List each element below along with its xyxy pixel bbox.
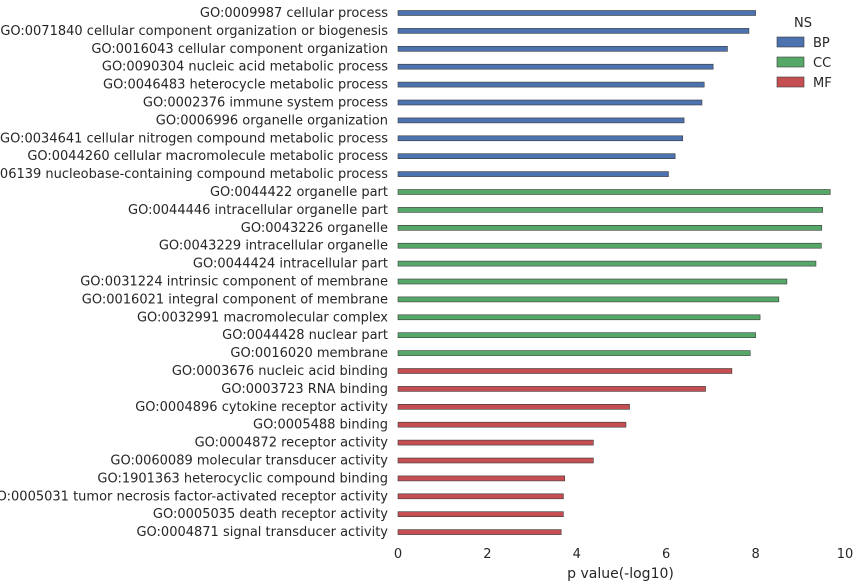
bar-cc: [397, 296, 780, 303]
y-tick-label: GO:0004872 receptor activity: [195, 436, 389, 451]
y-tick-label: GO:0060089 molecular transducer activity: [110, 454, 388, 469]
bar-mf: [397, 439, 594, 446]
bar-mf: [397, 403, 630, 410]
y-tick-label: GO:0003723 RNA binding: [221, 382, 388, 397]
x-tick-label: 2: [483, 547, 491, 562]
y-tick-label: GO:0003676 nucleic acid binding: [172, 364, 388, 379]
bar-mf: [397, 368, 733, 374]
y-tick-label: GO:0034641 cellular nitrogen compound me…: [0, 131, 388, 146]
bar-cc: [397, 332, 756, 339]
bar-bp: [397, 99, 703, 106]
legend-swatch-cc: [776, 56, 805, 68]
bar-bp: [397, 45, 728, 52]
y-tick-label: GO:0016020 membrane: [230, 346, 388, 361]
x-axis-title: p value(-log10): [567, 566, 674, 582]
bar-mf: [397, 421, 627, 428]
x-tick-label: 0: [394, 547, 402, 562]
y-tick-label: GO:0006139 nucleobase-containing compoun…: [0, 167, 388, 182]
legend-swatch-bp: [776, 36, 805, 48]
legend-label-bp: BP: [813, 36, 830, 51]
bars: [397, 10, 831, 535]
bar-mf: [397, 511, 564, 518]
bar-bp: [397, 153, 676, 159]
bar-bp: [397, 10, 756, 16]
y-tick-label: GO:0009987 cellular process: [200, 6, 388, 21]
y-tick-label: GO:0071840 cellular component organizati…: [0, 24, 388, 39]
bar-cc: [397, 278, 788, 285]
bar-mf: [397, 529, 562, 535]
bar-cc: [397, 189, 831, 195]
y-tick-label: GO:0044260 cellular macromolecule metabo…: [27, 149, 388, 164]
y-tick-label: GO:0046483 heterocycle metabolic process: [103, 78, 388, 93]
y-tick-label: GO:0006996 organelle organization: [156, 113, 388, 128]
bar-bp: [397, 171, 669, 177]
y-tick-label: GO:0016043 cellular component organizati…: [91, 42, 388, 57]
legend-label-cc: CC: [813, 56, 831, 71]
bar-mf: [397, 386, 706, 392]
bar-mf: [397, 457, 594, 464]
bar-cc: [397, 260, 817, 267]
bar-bp: [397, 117, 685, 124]
y-tick-label: GO:0004896 cytokine receptor activity: [135, 400, 388, 415]
legend-swatch-mf: [776, 76, 805, 88]
x-tick-label: 10: [837, 547, 854, 562]
y-tick-label: GO:1901363 heterocyclic compound binding: [97, 471, 388, 486]
bar-bp: [397, 28, 750, 34]
x-axis-ticks: 0 2 4 6 8 10: [394, 547, 853, 562]
bar-cc: [397, 314, 761, 321]
bar-bp: [397, 81, 705, 88]
y-tick-label: GO:0005031 tumor necrosis factor-activat…: [0, 489, 388, 504]
bar-cc: [397, 242, 822, 249]
y-tick-label: GO:0044446 intracellular organelle part: [128, 203, 388, 218]
y-tick-label: GO:0043229 intracellular organelle: [159, 239, 388, 254]
y-tick-label: GO:0004871 signal transducer activity: [136, 525, 388, 540]
bar-bp: [397, 135, 684, 142]
x-tick-label: 4: [573, 547, 581, 562]
legend-label-mf: MF: [813, 76, 832, 91]
y-tick-label: GO:0002376 immune system process: [143, 96, 388, 111]
bar-cc: [397, 225, 823, 231]
bar-cc: [397, 350, 751, 356]
y-tick-label: GO:0031224 intrinsic component of membra…: [80, 275, 388, 290]
y-tick-label: GO:0044422 organelle part: [210, 185, 388, 200]
x-tick-label: 8: [751, 547, 759, 562]
y-tick-label: GO:0005488 binding: [253, 418, 388, 433]
y-tick-label: GO:0044424 intracellular part: [193, 257, 388, 272]
y-tick-label: GO:0090304 nucleic acid metabolic proces…: [102, 60, 388, 75]
legend: NS BP CC MF: [776, 16, 832, 91]
x-tick-label: 6: [662, 547, 670, 562]
bar-mf: [397, 493, 564, 500]
y-axis-labels: GO:0009987 cellular process GO:0071840 ce…: [0, 6, 388, 540]
bar-cc: [397, 207, 823, 213]
y-tick-label: GO:0005035 death receptor activity: [153, 507, 388, 522]
bar-bp: [397, 63, 714, 70]
y-tick-label: GO:0044428 nuclear part: [222, 328, 388, 343]
y-tick-label: GO:0032991 macromolecular complex: [137, 310, 388, 325]
y-tick-label: GO:0016021 integral component of membran…: [82, 292, 388, 307]
legend-title: NS: [794, 16, 812, 31]
bar-mf: [397, 475, 566, 482]
y-tick-label: GO:0043226 organelle: [241, 221, 388, 236]
